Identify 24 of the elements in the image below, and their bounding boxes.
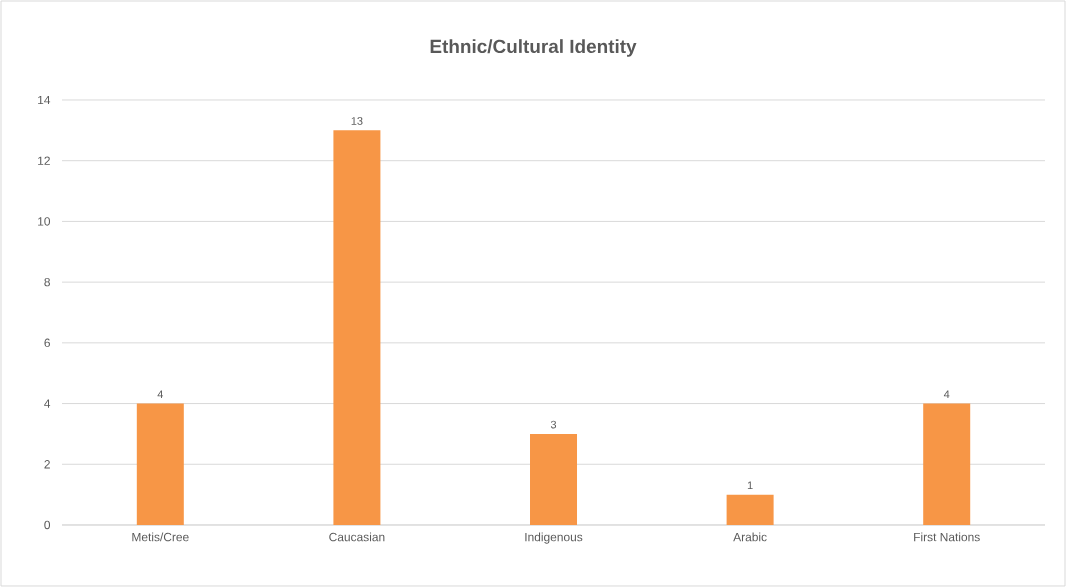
chart-title: Ethnic/Cultural Identity <box>430 39 637 57</box>
y-tick-label: 10 <box>38 217 51 226</box>
data-label: 4 <box>157 390 164 399</box>
bar <box>530 433 578 525</box>
x-tick-label: First Nations <box>914 532 980 542</box>
y-tick-label: 4 <box>44 399 51 408</box>
y-tick-label: 14 <box>38 95 51 105</box>
y-tick-label: 12 <box>38 156 50 165</box>
bar <box>726 494 774 525</box>
x-tick-label: Metis/Cree <box>132 532 189 542</box>
bar <box>136 403 184 525</box>
data-label: 3 <box>550 420 557 429</box>
bar <box>923 403 971 525</box>
x-tick-label: Indigenous <box>525 532 583 544</box>
y-tick-label: 8 <box>44 277 50 287</box>
y-tick-label: 6 <box>44 338 50 348</box>
data-label: 13 <box>351 117 363 125</box>
y-tick-label: 2 <box>44 460 50 469</box>
data-label: 4 <box>943 390 950 399</box>
x-tick-label: Arabic <box>733 532 767 542</box>
x-tick-label: Caucasian <box>329 532 385 542</box>
bar <box>333 130 381 525</box>
data-label: 1 <box>747 481 753 490</box>
y-tick-label: 0 <box>44 520 51 530</box>
